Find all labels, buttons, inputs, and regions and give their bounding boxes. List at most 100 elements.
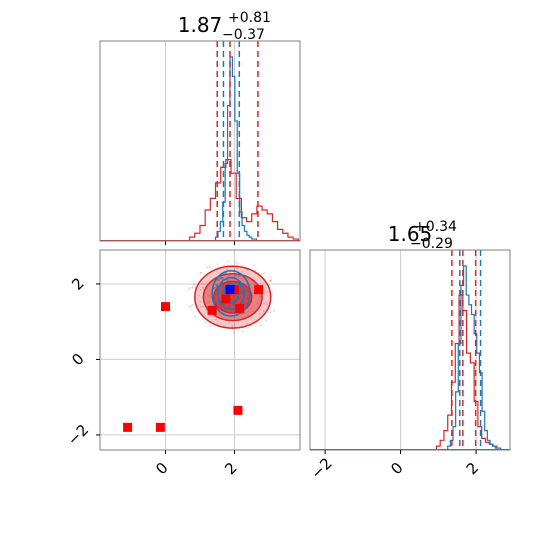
- scatter-sample-dot: [208, 266, 211, 268]
- scatter-sample-dot: [245, 322, 248, 325]
- scatter-sample-dot: [205, 281, 208, 283]
- scatter-sample-dot: [263, 272, 265, 275]
- hist-x-title-main: 1.87: [178, 13, 223, 37]
- scatter-blue-sample-dot: [238, 288, 242, 291]
- scatter-sample-dot: [205, 309, 208, 312]
- scatter-sample-dot: [199, 305, 202, 308]
- scatter-sample-dot: [228, 321, 231, 324]
- scatter-blue-sample-dot: [236, 281, 239, 285]
- scatter-blue-sample-dot: [234, 273, 238, 277]
- scatter-frame: [99, 249, 301, 451]
- scatter-blue-sample-dot: [217, 278, 220, 282]
- scatter-sample-dot: [208, 300, 211, 303]
- hist-y-ticks: −2 0 2: [307, 450, 482, 483]
- scatter-x-tick-label: 0: [152, 459, 171, 478]
- scatter-blue-sample-dot: [237, 296, 241, 300]
- scatter-sample-dot: [209, 325, 212, 328]
- scatter-sample-dot: [201, 287, 204, 289]
- scatter-sample-dot: [256, 302, 259, 304]
- scatter-blue-sample-dot: [228, 304, 231, 308]
- scatter-sample-dot: [228, 274, 231, 277]
- scatter-sample-dot: [245, 283, 248, 285]
- scatter-sample-dot: [227, 274, 230, 277]
- scatter-sample-dot: [252, 310, 254, 313]
- scatter-blue-sample-dot: [223, 273, 226, 276]
- scatter-sample-dot: [204, 321, 207, 324]
- scatter-sample-dot: [270, 279, 272, 282]
- scatter-sample-dot: [263, 302, 266, 305]
- scatter-sample-dot: [202, 305, 205, 308]
- hist-y-panel: −2 0 2 1.65 +0.34 −0.29: [307, 219, 511, 483]
- hist-y-title-sup: +0.34: [414, 219, 457, 235]
- scatter-blue-sample-dot: [231, 303, 235, 307]
- scatter-sample-dot: [206, 287, 208, 290]
- scatter-sample-dot: [266, 291, 269, 293]
- scatter-red-marker: [155, 422, 165, 432]
- scatter-sample-dot: [200, 271, 203, 274]
- scatter-sample-dot: [269, 276, 272, 279]
- scatter-sample-dot: [206, 266, 209, 269]
- scatter-sample-dot: [209, 294, 212, 297]
- scatter-sample-dot: [193, 283, 196, 286]
- scatter-sample-dot: [227, 260, 230, 263]
- scatter-sample-dot: [250, 307, 253, 310]
- scatter-sample-dot: [224, 325, 227, 327]
- scatter-blue-sample-dot: [237, 274, 241, 277]
- scatter-sample-dot: [269, 280, 272, 282]
- scatter-blue-sample-dot: [215, 291, 219, 295]
- scatter-blue-sample-dot: [221, 277, 224, 280]
- scatter-sample-dot: [217, 263, 219, 266]
- hist-y-title-main: 1.65: [388, 222, 433, 246]
- hist-y-series-blue: [447, 265, 502, 450]
- scatter-sample-dot: [223, 264, 226, 267]
- scatter-sample-dot: [216, 323, 219, 325]
- scatter-sample-dot: [269, 279, 272, 282]
- hist-x-series-blue: [214, 56, 258, 241]
- scatter-sample-dot: [258, 313, 261, 316]
- scatter-sample-dot: [202, 286, 205, 289]
- scatter-red-marker: [161, 302, 171, 312]
- scatter-red-marker: [233, 405, 243, 415]
- hist-x-frame: [99, 40, 301, 242]
- scatter-sample-dot: [188, 306, 191, 309]
- hist-y-title-sub: −0.29: [410, 236, 453, 252]
- scatter-sample-dot: [215, 318, 217, 321]
- scatter-sample-dot: [254, 269, 257, 272]
- scatter-blue-sample-dot: [216, 288, 220, 291]
- scatter-sample-dot: [269, 311, 272, 314]
- scatter-sample-dot: [226, 268, 228, 271]
- scatter-blue-sample-dot: [211, 295, 215, 299]
- scatter-blue-sample-dot: [225, 278, 229, 282]
- scatter-red-marker: [207, 305, 217, 315]
- scatter-blue-sample-dot: [213, 301, 216, 305]
- scatter-red-marker: [235, 303, 245, 313]
- scatter-sample-dot: [209, 296, 212, 298]
- scatter-sample-dot: [241, 270, 244, 273]
- scatter-blue-sample-dot: [239, 291, 242, 294]
- scatter-sample-dot: [191, 285, 194, 288]
- hist-y-frame: [309, 249, 511, 451]
- scatter-y-tick-label: 2: [68, 274, 87, 293]
- scatter-blue-sample-dot: [221, 284, 225, 288]
- scatter-sample-dot: [241, 277, 244, 280]
- scatter-sample-dot: [233, 325, 236, 328]
- scatter-sample-dot: [265, 300, 267, 303]
- scatter-sample-dot: [260, 273, 263, 275]
- scatter-sample-dot: [206, 302, 209, 305]
- scatter-panel: 0 2 −2 0 2: [64, 249, 301, 478]
- scatter-blue-sample-dot: [246, 296, 249, 300]
- scatter-blue-marker: [225, 285, 235, 295]
- scatter-blue-sample-dot: [221, 286, 225, 290]
- hist-x-title-sub: −0.37: [222, 27, 265, 43]
- scatter-sample-dot: [253, 264, 256, 267]
- scatter-blue-sample-dot: [215, 283, 219, 287]
- scatter-sample-dot: [187, 288, 190, 291]
- scatter-blue-sample-dot: [216, 286, 220, 289]
- scatter-sample-dot: [199, 272, 202, 274]
- scatter-blue-sample-dot: [212, 286, 216, 290]
- scatter-sample-dot: [231, 325, 234, 328]
- scatter-sample-dot: [237, 263, 239, 265]
- scatter-sample-dot: [202, 283, 205, 285]
- scatter-blue-sample-dot: [230, 298, 233, 302]
- scatter-sample-dot: [271, 294, 273, 297]
